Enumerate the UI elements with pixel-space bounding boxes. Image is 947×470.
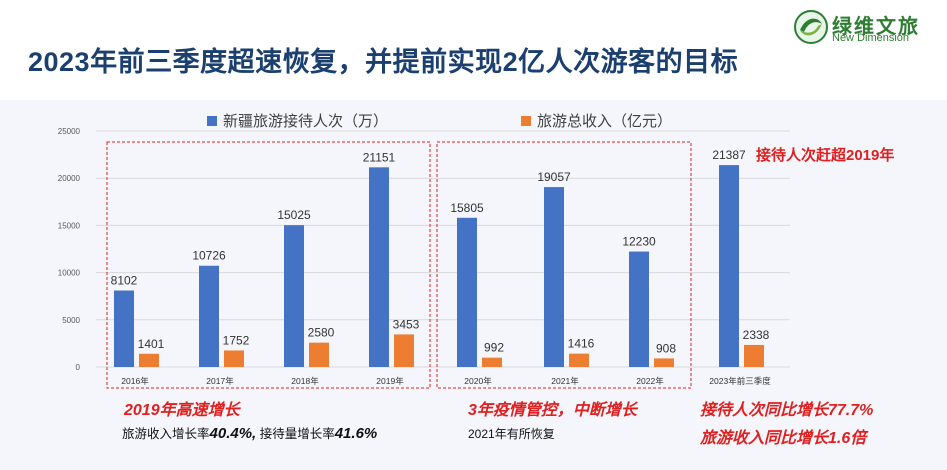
data-label-income: 1401 xyxy=(138,337,165,351)
x-category-label: 2022年 xyxy=(636,376,664,386)
legend-swatch xyxy=(207,116,217,126)
y-tick-label: 0 xyxy=(76,363,81,372)
data-label-income: 908 xyxy=(656,341,676,355)
annotation-period1-title: 2019年高速增长 xyxy=(124,402,240,419)
y-tick-label: 5000 xyxy=(62,316,80,325)
note-rate-income: 40.4%, xyxy=(209,425,257,442)
bar-income xyxy=(654,358,674,367)
legend-label: 旅游总收入（亿元） xyxy=(537,113,672,130)
data-label-income: 992 xyxy=(484,341,504,355)
data-label-income: 1752 xyxy=(223,333,250,347)
x-category-label: 2018年 xyxy=(291,376,319,386)
y-tick-label: 10000 xyxy=(58,269,81,278)
data-label-visitors: 21387 xyxy=(712,148,746,162)
annotation-period3-line2: 旅游收入同比增长1.6倍 xyxy=(700,430,867,447)
logo-text-cn: 绿维文旅 xyxy=(832,16,920,38)
data-label-visitors: 15805 xyxy=(450,201,484,215)
x-category-label: 2019年 xyxy=(376,376,404,386)
x-category-label: 2021年 xyxy=(551,376,579,386)
brand-logo: 绿维文旅 New Dimension xyxy=(792,6,942,48)
y-tick-label: 15000 xyxy=(58,221,81,230)
logo-swirl-icon xyxy=(794,10,828,44)
legend-label: 新疆旅游接待人次（万） xyxy=(223,113,388,130)
logo-text-en: New Dimension xyxy=(832,32,910,44)
bar-visitors xyxy=(719,165,739,367)
data-label-income: 1416 xyxy=(568,337,595,351)
bar-visitors xyxy=(199,265,219,367)
data-label-visitors: 15025 xyxy=(277,208,311,222)
data-label-visitors: 19057 xyxy=(537,170,571,184)
annotation-top-right: 接待人次赶超2019年 xyxy=(756,147,895,164)
bar-visitors xyxy=(284,225,304,367)
bar-visitors xyxy=(457,217,477,367)
data-label-visitors: 10726 xyxy=(192,249,226,263)
bar-income xyxy=(139,353,159,367)
annotation-period2-title: 3年疫情管控，中断增长 xyxy=(468,402,637,419)
bar-income xyxy=(482,357,502,367)
x-category-label: 2023年前三季度 xyxy=(709,376,771,386)
bar-income xyxy=(224,350,244,367)
slide-title: 2023年前三季度超速恢复，并提前实现2亿人次游客的目标 xyxy=(28,47,739,77)
bar-visitors xyxy=(114,290,134,367)
data-label-income: 3453 xyxy=(393,317,420,331)
y-tick-label: 20000 xyxy=(58,174,81,183)
bar-income xyxy=(394,334,414,367)
note-label-visits: 接待量增长率 xyxy=(259,427,335,441)
legend-swatch xyxy=(521,116,531,126)
period-frame-2020-2022 xyxy=(436,141,692,389)
period-frame-2016-2019 xyxy=(106,141,431,389)
note-rate-visits: 41.6% xyxy=(334,425,378,442)
annotation-period1-note: 旅游收入增长率40.4%, 接待量增长率41.6% xyxy=(122,423,377,442)
y-tick-label: 25000 xyxy=(58,127,81,136)
x-category-label: 2020年 xyxy=(464,376,492,386)
note-label-income: 旅游收入增长率 xyxy=(122,427,210,441)
annotation-period2-note: 2021年有所恢复 xyxy=(468,427,555,441)
data-label-visitors: 8102 xyxy=(111,274,138,288)
bar-income xyxy=(569,353,589,367)
bar-visitors xyxy=(629,251,649,367)
data-label-visitors: 21151 xyxy=(363,150,396,164)
data-label-income: 2338 xyxy=(743,328,770,342)
bar-visitors xyxy=(369,167,389,367)
bar-income xyxy=(744,344,764,367)
x-category-label: 2017年 xyxy=(206,376,234,386)
data-label-visitors: 12230 xyxy=(622,235,656,249)
data-label-income: 2580 xyxy=(308,326,335,340)
bar-income xyxy=(309,342,329,367)
annotation-period3-line1: 接待人次同比增长77.7% xyxy=(700,402,874,419)
bar-visitors xyxy=(544,187,564,367)
x-category-label: 2016年 xyxy=(121,376,149,386)
